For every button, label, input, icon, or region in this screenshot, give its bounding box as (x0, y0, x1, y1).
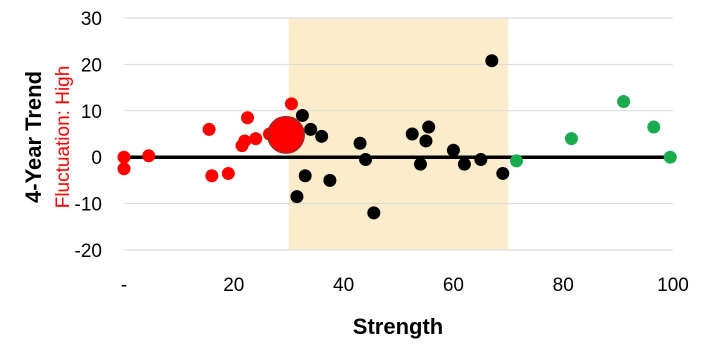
data-point-green (663, 150, 677, 164)
data-point-black (323, 173, 337, 187)
y-axis-title: 4-Year Trend (21, 71, 46, 203)
data-point-red (241, 111, 255, 125)
data-point-red (238, 134, 252, 148)
data-point-green (647, 120, 661, 134)
y-tick-label: -20 (75, 241, 102, 262)
data-point-black (485, 54, 499, 68)
y-axis-subtitle: Fluctuation: High (53, 66, 74, 209)
data-point-black (496, 166, 510, 180)
data-point-black (474, 153, 488, 167)
data-point-green (510, 154, 524, 168)
data-point-green (617, 95, 631, 109)
data-point-black (405, 127, 419, 141)
y-tick-label: 20 (81, 55, 102, 76)
highlight-point (266, 115, 305, 154)
x-tick-label: 100 (657, 275, 689, 296)
data-point-green (564, 132, 578, 146)
data-point-black (295, 108, 309, 122)
data-point-red (205, 169, 219, 183)
data-points (117, 54, 677, 220)
data-point-red (249, 132, 263, 146)
data-point-black (419, 134, 433, 148)
data-point-red (284, 97, 298, 111)
data-point-black (359, 153, 373, 167)
x-tick-label: 20 (223, 275, 244, 296)
data-point-black (298, 169, 312, 183)
y-tick-labels: -20 -10 0 10 20 30 (75, 9, 102, 262)
data-point-black (413, 157, 427, 171)
data-point-red (117, 150, 131, 164)
x-axis-title: Strength (353, 314, 443, 339)
data-point-black (315, 129, 329, 143)
x-tick-label: 40 (333, 275, 354, 296)
data-point-black (290, 190, 304, 204)
data-point-red (202, 122, 216, 136)
y-tick-label: 30 (81, 9, 102, 30)
y-tick-label: 10 (81, 102, 102, 123)
x-tick-label: 80 (553, 275, 574, 296)
x-tick-label: - (121, 275, 127, 296)
data-point-red (221, 166, 235, 180)
y-tick-label: -10 (75, 195, 102, 216)
data-point-black (446, 143, 460, 157)
data-point-black (367, 206, 381, 220)
data-point-black (457, 157, 471, 171)
data-point-red (142, 149, 156, 163)
x-tick-labels: - 20 40 60 80 100 (121, 275, 689, 296)
data-point-black (304, 122, 318, 136)
data-point-black (353, 136, 367, 150)
y-tick-label: 0 (91, 148, 102, 169)
data-point-black (422, 120, 436, 134)
data-point-red (117, 162, 131, 176)
x-tick-label: 60 (443, 275, 464, 296)
